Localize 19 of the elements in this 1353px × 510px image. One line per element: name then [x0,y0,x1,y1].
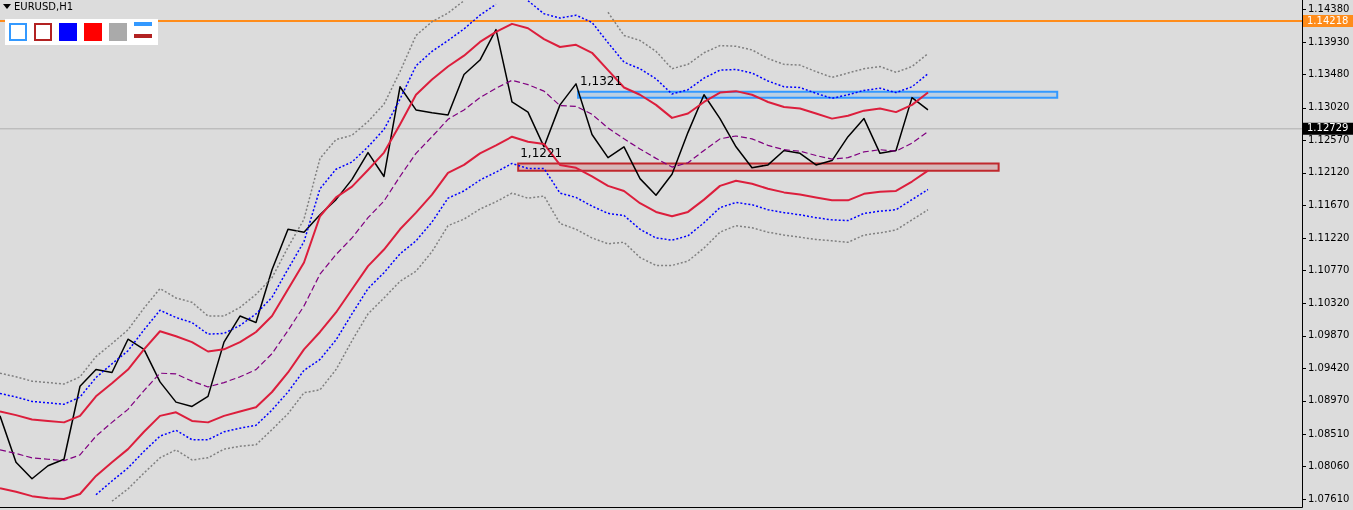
y-tick-label: 1.09420 [1308,361,1350,373]
y-tick-label: 1.13480 [1308,68,1350,80]
y-tick-label: 1.08510 [1308,427,1350,439]
y-tick-label: 1.08060 [1308,460,1350,472]
y-tick-label: 1.12570 [1308,133,1350,145]
y-tick-label: 1.10320 [1308,296,1350,308]
y-tick-label: 1.10770 [1308,264,1350,276]
y-tick-label: 1.08970 [1308,394,1350,406]
y-tick-label: 1.13020 [1308,101,1350,113]
y-tick-label: 1.11220 [1308,231,1350,243]
y-tick-label: 1.07610 [1308,492,1350,504]
y-tick-label: 1.11670 [1308,199,1350,210]
y-tick-label: 1.13930 [1308,35,1350,47]
y-tick-label: 1.14380 [1308,3,1350,14]
y-tick-label: 1.12120 [1308,166,1350,178]
ref-line-label: 1.14218 [1307,14,1349,26]
y-tick-label: 1.09870 [1308,329,1350,341]
chart-title: EURUSD,H1 [14,1,74,12]
ref-line-label: 1.12729 [1307,122,1349,134]
